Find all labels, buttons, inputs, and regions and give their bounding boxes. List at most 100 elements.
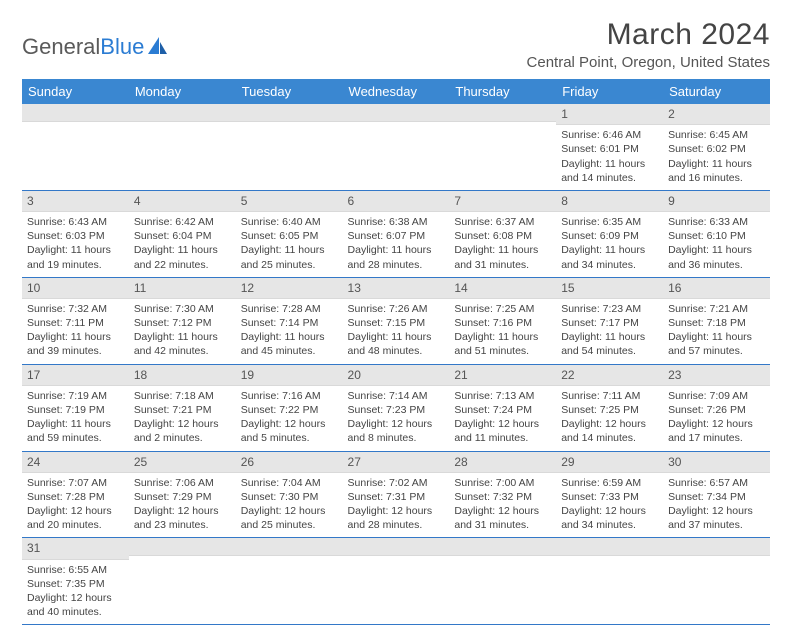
sunrise-line: Sunrise: 6:33 AM bbox=[668, 215, 765, 229]
day-body: Sunrise: 7:07 AMSunset: 7:28 PMDaylight:… bbox=[22, 473, 129, 538]
day-number: 10 bbox=[22, 278, 129, 299]
day-number: 3 bbox=[22, 191, 129, 212]
calendar-day-cell: 27Sunrise: 7:02 AMSunset: 7:31 PMDayligh… bbox=[343, 451, 450, 538]
daylight-line: Daylight: 11 hours and 22 minutes. bbox=[134, 243, 231, 271]
sunrise-line: Sunrise: 7:07 AM bbox=[27, 476, 124, 490]
header: GeneralBlue March 2024 Central Point, Or… bbox=[22, 18, 770, 71]
sunset-line: Sunset: 7:23 PM bbox=[348, 403, 445, 417]
sunset-line: Sunset: 7:15 PM bbox=[348, 316, 445, 330]
calendar-day-cell: 12Sunrise: 7:28 AMSunset: 7:14 PMDayligh… bbox=[236, 277, 343, 364]
calendar-day-cell: 6Sunrise: 6:38 AMSunset: 6:07 PMDaylight… bbox=[343, 190, 450, 277]
day-number: 31 bbox=[22, 538, 129, 559]
sunset-line: Sunset: 7:22 PM bbox=[241, 403, 338, 417]
calendar-week-row: 17Sunrise: 7:19 AMSunset: 7:19 PMDayligh… bbox=[22, 364, 770, 451]
day-body bbox=[449, 122, 556, 180]
day-number: 20 bbox=[343, 365, 450, 386]
day-number: 29 bbox=[556, 452, 663, 473]
day-number: 12 bbox=[236, 278, 343, 299]
sunset-line: Sunset: 7:19 PM bbox=[27, 403, 124, 417]
daylight-line: Daylight: 12 hours and 28 minutes. bbox=[348, 504, 445, 532]
daylight-line: Daylight: 11 hours and 36 minutes. bbox=[668, 243, 765, 271]
calendar-day-cell: 22Sunrise: 7:11 AMSunset: 7:25 PMDayligh… bbox=[556, 364, 663, 451]
day-body bbox=[663, 556, 770, 614]
calendar-day-cell: 17Sunrise: 7:19 AMSunset: 7:19 PMDayligh… bbox=[22, 364, 129, 451]
day-body: Sunrise: 6:42 AMSunset: 6:04 PMDaylight:… bbox=[129, 212, 236, 277]
calendar-day-cell bbox=[236, 104, 343, 190]
sunset-line: Sunset: 7:25 PM bbox=[561, 403, 658, 417]
sunrise-line: Sunrise: 7:28 AM bbox=[241, 302, 338, 316]
day-body: Sunrise: 7:21 AMSunset: 7:18 PMDaylight:… bbox=[663, 299, 770, 364]
daylight-line: Daylight: 11 hours and 28 minutes. bbox=[348, 243, 445, 271]
daylight-line: Daylight: 12 hours and 5 minutes. bbox=[241, 417, 338, 445]
daylight-line: Daylight: 11 hours and 57 minutes. bbox=[668, 330, 765, 358]
daylight-line: Daylight: 12 hours and 34 minutes. bbox=[561, 504, 658, 532]
day-body: Sunrise: 6:55 AMSunset: 7:35 PMDaylight:… bbox=[22, 560, 129, 625]
day-number: 27 bbox=[343, 452, 450, 473]
day-body: Sunrise: 7:14 AMSunset: 7:23 PMDaylight:… bbox=[343, 386, 450, 451]
calendar-day-cell: 28Sunrise: 7:00 AMSunset: 7:32 PMDayligh… bbox=[449, 451, 556, 538]
sunset-line: Sunset: 6:05 PM bbox=[241, 229, 338, 243]
sunset-line: Sunset: 6:09 PM bbox=[561, 229, 658, 243]
day-body bbox=[236, 556, 343, 614]
day-body bbox=[556, 556, 663, 614]
day-body: Sunrise: 7:32 AMSunset: 7:11 PMDaylight:… bbox=[22, 299, 129, 364]
day-body: Sunrise: 7:26 AMSunset: 7:15 PMDaylight:… bbox=[343, 299, 450, 364]
daylight-line: Daylight: 12 hours and 40 minutes. bbox=[27, 591, 124, 619]
day-body: Sunrise: 6:43 AMSunset: 6:03 PMDaylight:… bbox=[22, 212, 129, 277]
sunset-line: Sunset: 7:32 PM bbox=[454, 490, 551, 504]
day-body: Sunrise: 6:46 AMSunset: 6:01 PMDaylight:… bbox=[556, 125, 663, 190]
day-body: Sunrise: 7:19 AMSunset: 7:19 PMDaylight:… bbox=[22, 386, 129, 451]
daylight-line: Daylight: 12 hours and 23 minutes. bbox=[134, 504, 231, 532]
logo-text-2: Blue bbox=[100, 34, 144, 60]
sunset-line: Sunset: 7:34 PM bbox=[668, 490, 765, 504]
sunset-line: Sunset: 7:12 PM bbox=[134, 316, 231, 330]
daylight-line: Daylight: 12 hours and 11 minutes. bbox=[454, 417, 551, 445]
sunrise-line: Sunrise: 6:59 AM bbox=[561, 476, 658, 490]
calendar-day-cell: 30Sunrise: 6:57 AMSunset: 7:34 PMDayligh… bbox=[663, 451, 770, 538]
day-body: Sunrise: 7:23 AMSunset: 7:17 PMDaylight:… bbox=[556, 299, 663, 364]
calendar-day-cell: 24Sunrise: 7:07 AMSunset: 7:28 PMDayligh… bbox=[22, 451, 129, 538]
calendar-day-cell: 20Sunrise: 7:14 AMSunset: 7:23 PMDayligh… bbox=[343, 364, 450, 451]
sunset-line: Sunset: 7:18 PM bbox=[668, 316, 765, 330]
day-number: 15 bbox=[556, 278, 663, 299]
day-number: 11 bbox=[129, 278, 236, 299]
logo: GeneralBlue bbox=[22, 34, 169, 60]
day-number: 14 bbox=[449, 278, 556, 299]
day-number bbox=[343, 104, 450, 122]
daylight-line: Daylight: 12 hours and 14 minutes. bbox=[561, 417, 658, 445]
day-number: 21 bbox=[449, 365, 556, 386]
day-body: Sunrise: 7:11 AMSunset: 7:25 PMDaylight:… bbox=[556, 386, 663, 451]
day-number: 30 bbox=[663, 452, 770, 473]
sunset-line: Sunset: 7:30 PM bbox=[241, 490, 338, 504]
sunrise-line: Sunrise: 6:35 AM bbox=[561, 215, 658, 229]
calendar-day-cell bbox=[449, 104, 556, 190]
sunrise-line: Sunrise: 7:21 AM bbox=[668, 302, 765, 316]
logo-text-1: General bbox=[22, 34, 100, 60]
sunset-line: Sunset: 7:33 PM bbox=[561, 490, 658, 504]
day-number: 7 bbox=[449, 191, 556, 212]
sunrise-line: Sunrise: 7:00 AM bbox=[454, 476, 551, 490]
sunrise-line: Sunrise: 7:18 AM bbox=[134, 389, 231, 403]
daylight-line: Daylight: 12 hours and 20 minutes. bbox=[27, 504, 124, 532]
sunrise-line: Sunrise: 6:42 AM bbox=[134, 215, 231, 229]
calendar-week-row: 24Sunrise: 7:07 AMSunset: 7:28 PMDayligh… bbox=[22, 451, 770, 538]
sunset-line: Sunset: 7:17 PM bbox=[561, 316, 658, 330]
sunset-line: Sunset: 7:26 PM bbox=[668, 403, 765, 417]
day-number: 6 bbox=[343, 191, 450, 212]
daylight-line: Daylight: 11 hours and 39 minutes. bbox=[27, 330, 124, 358]
day-body: Sunrise: 6:59 AMSunset: 7:33 PMDaylight:… bbox=[556, 473, 663, 538]
day-number bbox=[22, 104, 129, 122]
calendar-day-cell: 8Sunrise: 6:35 AMSunset: 6:09 PMDaylight… bbox=[556, 190, 663, 277]
daylight-line: Daylight: 11 hours and 51 minutes. bbox=[454, 330, 551, 358]
day-number bbox=[449, 538, 556, 556]
daylight-line: Daylight: 11 hours and 31 minutes. bbox=[454, 243, 551, 271]
day-body: Sunrise: 6:37 AMSunset: 6:08 PMDaylight:… bbox=[449, 212, 556, 277]
sunset-line: Sunset: 7:31 PM bbox=[348, 490, 445, 504]
sunrise-line: Sunrise: 6:45 AM bbox=[668, 128, 765, 142]
sunset-line: Sunset: 7:21 PM bbox=[134, 403, 231, 417]
title-block: March 2024 Central Point, Oregon, United… bbox=[527, 18, 770, 71]
sunrise-line: Sunrise: 7:25 AM bbox=[454, 302, 551, 316]
calendar-day-cell: 7Sunrise: 6:37 AMSunset: 6:08 PMDaylight… bbox=[449, 190, 556, 277]
logo-sail-icon bbox=[147, 36, 169, 56]
daylight-line: Daylight: 11 hours and 14 minutes. bbox=[561, 157, 658, 185]
